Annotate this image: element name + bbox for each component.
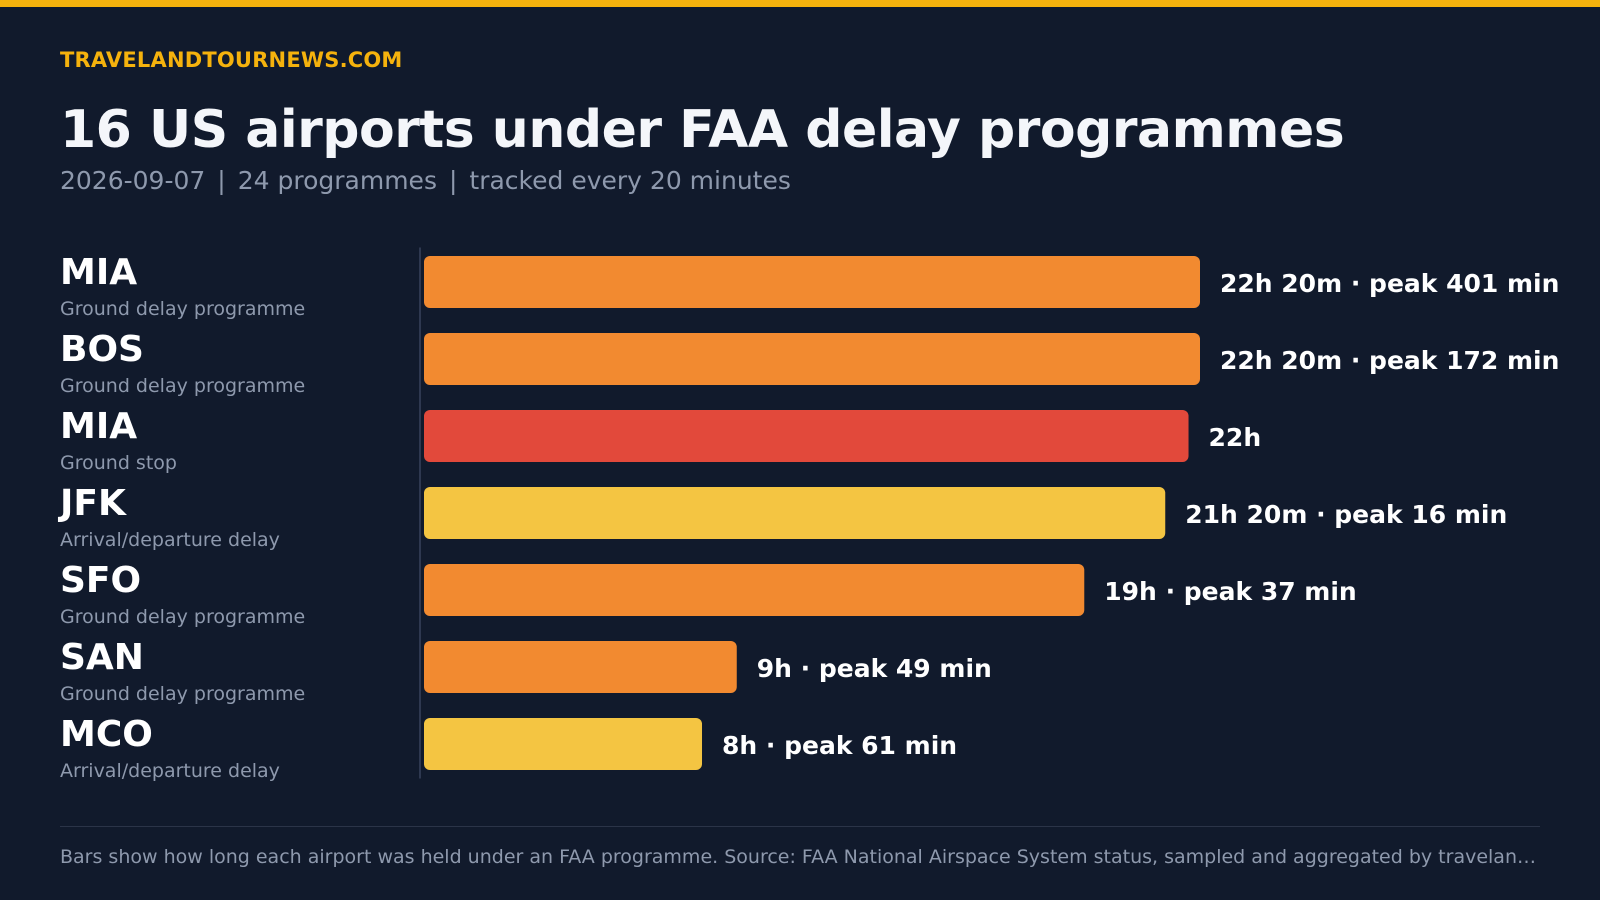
top-accent-rule [0, 0, 1600, 7]
peak-delay-label: peak 37 min [1184, 577, 1357, 606]
duration-data-label: 22h [1209, 423, 1262, 452]
programme-type-label: Arrival/departure delay [60, 760, 280, 782]
subtitle: 2026-09-07 | 24 programmes | tracked every 2… [60, 166, 791, 195]
duration-data-label: 9h · peak 49 min [757, 654, 992, 683]
airport-code-label: MIA [60, 406, 137, 447]
programme-type-label: Ground stop [60, 452, 177, 474]
airport-code-label: BOS [60, 329, 144, 370]
programme-type-label: Ground delay programme [60, 375, 305, 397]
duration-bar [424, 641, 737, 693]
duration-bar [424, 718, 703, 770]
label-separator: · [757, 731, 784, 760]
delay-bar-chart: MIA Ground delay programme 22h 20m · peak … [57, 247, 1559, 782]
footer-note: Bars show how long each airport was held… [60, 846, 1540, 868]
airport-code-label: MIA [60, 252, 137, 293]
duration-bar [424, 564, 1085, 616]
subtitle-separator: | [448, 166, 458, 195]
duration-data-label: 8h · peak 61 min [722, 731, 957, 760]
peak-delay-label: peak 401 min [1369, 269, 1559, 298]
duration-bar [424, 333, 1200, 385]
label-separator: · [792, 654, 819, 683]
brand-name: TRAVELANDTOURNEWS.COM [60, 48, 403, 72]
programme-type-label: Ground delay programme [60, 683, 305, 705]
peak-delay-label: peak 16 min [1334, 500, 1507, 529]
airport-code-label: SFO [60, 560, 141, 601]
subtitle-programmes: 24 programmes [237, 166, 437, 195]
programme-type-label: Ground delay programme [60, 298, 305, 320]
duration-bar [424, 487, 1166, 539]
programme-type-label: Arrival/departure delay [60, 529, 280, 551]
peak-delay-label: peak 172 min [1369, 346, 1559, 375]
duration-data-label: 19h · peak 37 min [1104, 577, 1356, 606]
peak-delay-label: peak 61 min [784, 731, 957, 760]
label-separator: · [1157, 577, 1184, 606]
subtitle-date: 2026-09-07 [60, 166, 206, 195]
page-title: 16 US airports under FAA delay programme… [60, 100, 1345, 160]
footer-divider [60, 826, 1540, 827]
duration-bar [424, 410, 1189, 462]
airport-code-label: SAN [60, 637, 144, 678]
label-separator: · [1342, 346, 1369, 375]
label-separator: · [1307, 500, 1334, 529]
subtitle-separator: | [217, 166, 226, 195]
duration-data-label: 22h 20m · peak 172 min [1220, 346, 1559, 375]
duration-bar [424, 256, 1200, 308]
airport-code-label: MCO [60, 714, 153, 755]
duration-data-label: 22h 20m · peak 401 min [1220, 269, 1559, 298]
programme-type-label: Ground delay programme [60, 606, 305, 628]
duration-data-label: 21h 20m · peak 16 min [1185, 500, 1507, 529]
peak-delay-label: peak 49 min [819, 654, 992, 683]
airport-code-label: JFK [57, 483, 127, 524]
label-separator: · [1342, 269, 1369, 298]
subtitle-cadence: tracked every 20 minutes [469, 166, 791, 195]
